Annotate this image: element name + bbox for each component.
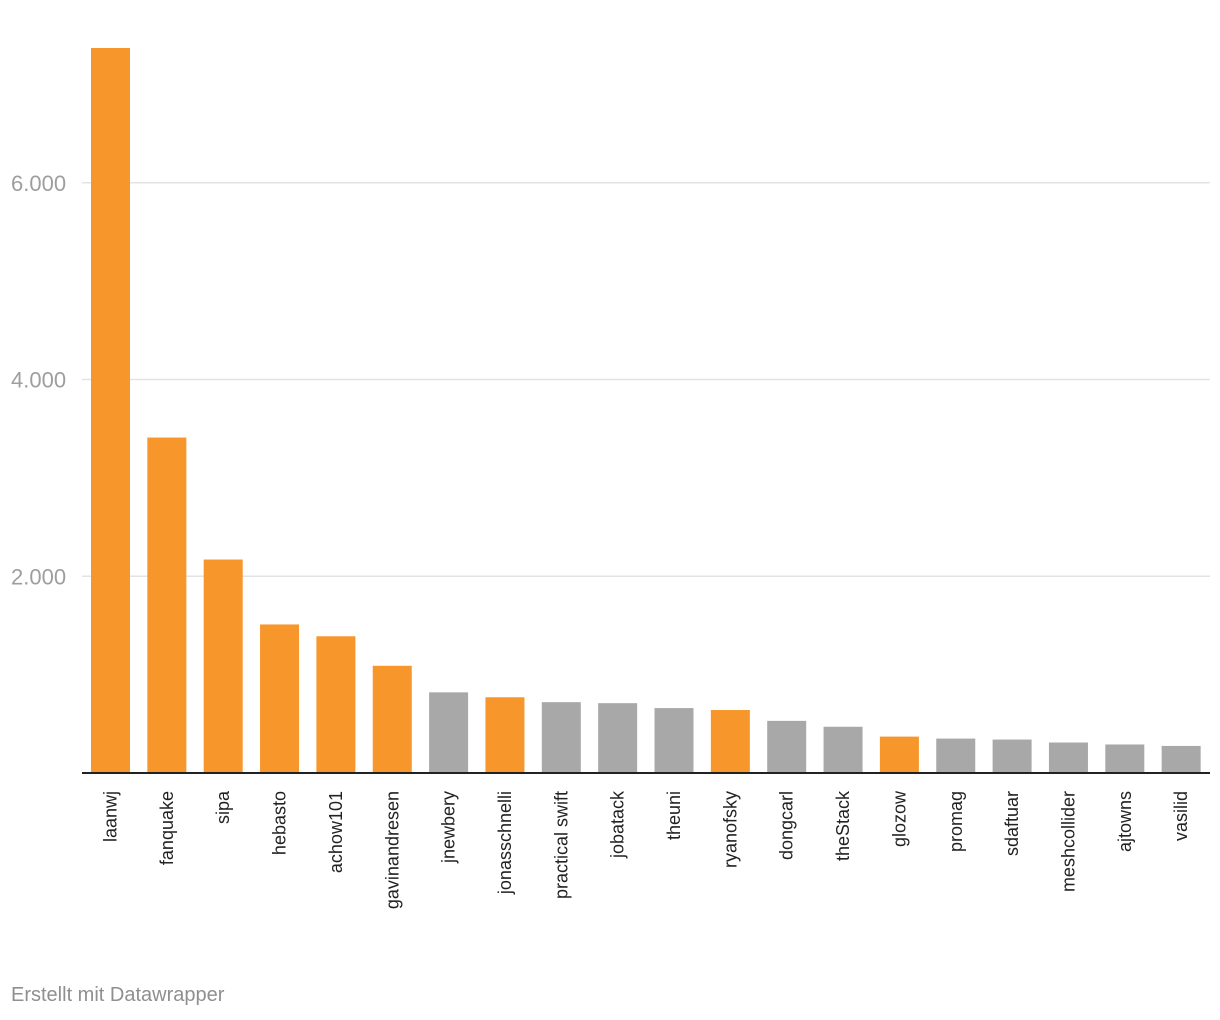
bar-theStack <box>823 726 863 773</box>
x-tick-label: jonasschnelli <box>495 791 515 895</box>
y-tick-label: 6.000 <box>11 171 66 196</box>
bar-vasilid <box>1161 745 1201 773</box>
bar-jonasschnelli <box>485 697 525 773</box>
x-tick-label: dongcarl <box>777 791 797 860</box>
y-tick-label: 2.000 <box>11 564 66 589</box>
bar-ryanofsky <box>710 710 750 773</box>
bar-practical-swift <box>541 702 581 773</box>
bar-theuni <box>654 708 694 773</box>
bar-glozow <box>879 736 919 773</box>
bars <box>91 48 1201 773</box>
y-axis-labels: 2.000 4.000 6.000 <box>11 171 66 589</box>
bar-achow101 <box>316 636 356 773</box>
bar-ajtowns <box>1105 744 1145 773</box>
gridlines <box>82 182 1210 578</box>
x-tick-label: ryanofsky <box>720 791 740 868</box>
bar-chart: 2.000 4.000 6.000 laanwj fanquake sipa hebast… <box>11 48 1210 909</box>
x-tick-label: achow101 <box>326 791 346 873</box>
x-tick-label: theuni <box>664 791 684 840</box>
x-tick-label: hebasto <box>270 791 290 855</box>
x-tick-label: theStack <box>833 790 853 861</box>
x-tick-label: sipa <box>213 790 233 824</box>
bar-sipa <box>203 559 243 773</box>
x-tick-label: meshcollider <box>1058 791 1078 892</box>
bar-hebasto <box>260 624 300 773</box>
x-tick-label: laanwj <box>101 791 121 842</box>
credit-footer: Erstellt mit Datawrapper <box>11 984 225 1006</box>
bar-meshcollider <box>1048 742 1088 773</box>
bar-fanquake <box>147 437 187 773</box>
bar-dongcarl <box>767 720 807 773</box>
bar-sdaftuar <box>992 739 1032 773</box>
x-tick-label: jnewbery <box>439 791 459 864</box>
x-tick-label: jobatack <box>608 790 628 859</box>
x-tick-label: promag <box>946 791 966 852</box>
x-tick-label: sdaftuar <box>1002 791 1022 856</box>
bar-jobatack <box>598 703 638 773</box>
x-tick-label: ajtowns <box>1115 791 1135 852</box>
bar-laanwj <box>91 48 130 773</box>
bar-promag <box>936 738 976 773</box>
x-tick-label: glozow <box>889 790 909 847</box>
y-tick-label: 4.000 <box>11 368 66 393</box>
x-axis-labels: laanwj fanquake sipa hebasto achow101 gavinan… <box>101 790 1192 909</box>
bar-jnewbery <box>429 692 469 773</box>
bar-gavinandresen <box>372 665 412 773</box>
x-tick-label: fanquake <box>157 791 177 865</box>
x-tick-label: gavinandresen <box>382 791 402 909</box>
x-tick-label: practical swift <box>551 791 571 899</box>
x-tick-label: vasilid <box>1171 791 1191 841</box>
